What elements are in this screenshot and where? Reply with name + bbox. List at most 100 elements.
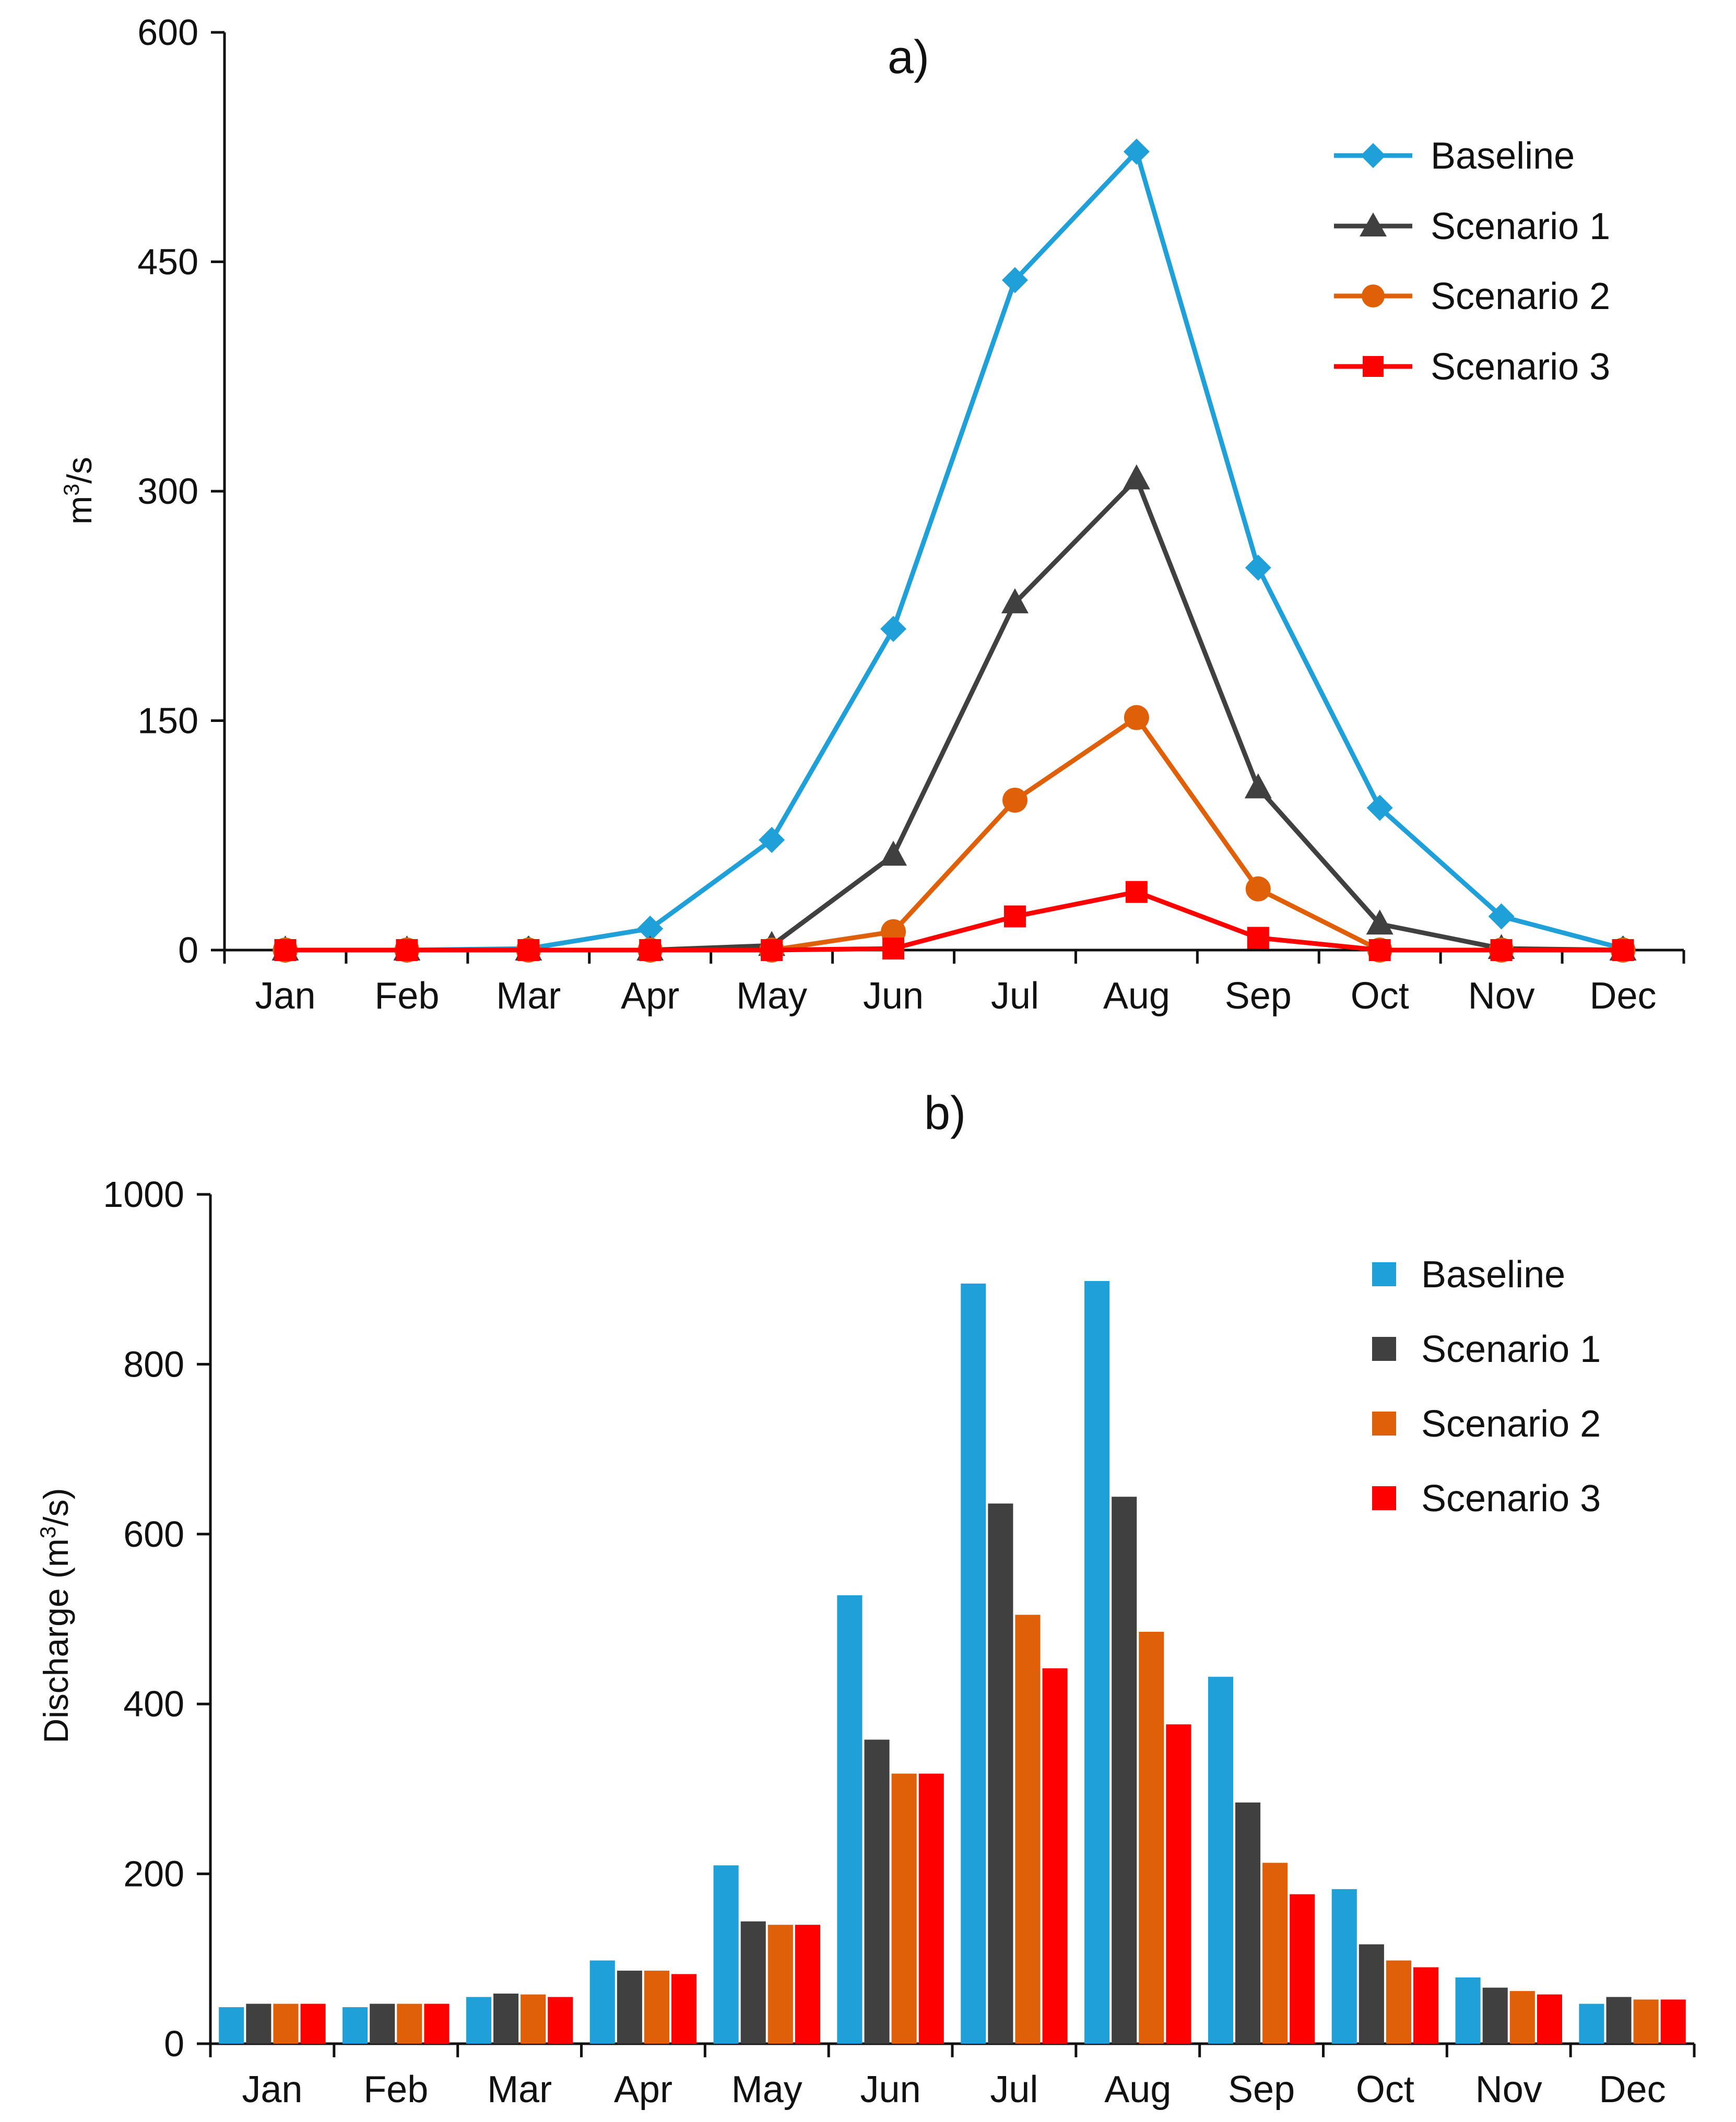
bar-baseline-dec [1579,2004,1604,2044]
x-tick-label-may: May [731,2069,802,2111]
point-baseline-nov [1488,903,1515,930]
panel-a-y-ticks: 0 150 300 450 600 [137,12,225,970]
legend-label-scenario-3: Scenario 3 [1421,1478,1601,1520]
bar-scenario-3-jul [1042,1668,1068,2044]
bar-scenario-1-aug [1112,1497,1137,2044]
bar-scenario-2-mar [521,1994,546,2044]
series-baseline [219,1281,1604,2044]
bar-scenario-1-nov [1482,1987,1508,2044]
y-tick-label: 450 [137,242,198,282]
series-scenario-3 [300,1668,1686,2044]
panel-a-title: a) [888,31,929,84]
point-scenario-3-jan [274,939,297,961]
panel-b-title: b) [924,1087,966,1140]
legend-label-scenario-1: Scenario 1 [1431,206,1610,247]
legend-label-scenario-2: Scenario 2 [1431,276,1610,317]
point-scenario-3-sep [1247,927,1269,949]
point-baseline-jul [1001,267,1028,293]
x-tick-label-feb: Feb [363,2069,428,2111]
bar-scenario-2-nov [1509,1991,1535,2044]
bar-baseline-may [713,1865,739,2044]
y-tick-label: 400 [123,1684,184,1724]
x-tick-label-aug: Aug [1103,975,1170,1017]
bar-scenario-1-mar [493,1994,519,2044]
series-scenario-1 [271,464,1637,961]
y-tick-label: 0 [178,930,198,970]
y-tick-label: 800 [123,1344,184,1384]
bar-scenario-3-jun [918,1773,944,2044]
bar-scenario-3-sep [1290,1894,1315,2044]
y-tick-label: 0 [164,2023,184,2064]
legend-label-scenario-2: Scenario 2 [1421,1403,1601,1445]
bar-baseline-jan [219,2007,244,2044]
line-baseline [285,149,1624,953]
legend-swatch-scenario-1 [1372,1337,1396,1361]
legend-item-scenario-2: Scenario 2 [1372,1403,1601,1445]
legend-item-baseline: Baseline [1334,135,1575,177]
y-tick-label: 300 [137,471,198,512]
x-tick-label-aug: Aug [1104,2069,1171,2111]
point-baseline-sep [1245,554,1271,581]
bar-scenario-1-jul [988,1503,1013,2044]
panel-b-legend: Baseline Scenario 1 Scenario 2 Scenario … [1372,1254,1601,1520]
point-scenario-1-oct [1366,909,1393,935]
y-tick-label: 1000 [103,1174,184,1215]
x-tick-label-jan: Jan [255,975,315,1017]
point-scenario-3-dec [1612,939,1634,961]
point-baseline-oct [1366,795,1393,821]
line-scenario-3 [285,890,1623,953]
bar-scenario-2-jun [891,1773,917,2044]
bar-scenario-2-apr [644,1971,670,2044]
bar-scenario-3-may [795,1925,820,2044]
bar-scenario-1-sep [1235,1802,1261,2044]
legend-label-scenario-1: Scenario 1 [1421,1329,1601,1370]
series-scenario-1 [246,1497,1632,2044]
bar-baseline-jun [837,1595,863,2044]
legend-item-baseline: Baseline [1372,1254,1565,1296]
point-baseline-jun [880,615,907,642]
x-tick-label-oct: Oct [1356,2069,1414,2111]
legend-circle-marker [1362,284,1385,307]
bar-scenario-2-aug [1139,1631,1164,2044]
point-scenario-2-jul [1002,787,1028,813]
panel-b-y-axis-title: Discharge (m3/s) [36,1488,75,1743]
bar-baseline-aug [1084,1281,1110,2044]
bar-scenario-2-jan [273,2004,299,2044]
bar-chart-panel: b) Discharge (m3/s) 0 200 400 600 800 1000 Ja… [36,1087,1696,2111]
bar-scenario-1-jun [864,1739,890,2044]
x-tick-label-jun: Jun [863,975,924,1017]
point-scenario-3-oct [1368,939,1391,961]
bar-scenario-2-oct [1386,1960,1412,2044]
x-tick-label-jan: Jan [242,2069,302,2111]
legend-label-scenario-3: Scenario 3 [1431,346,1610,388]
point-scenario-1-jun [880,840,907,866]
panel-a-series [271,138,1637,963]
x-tick-label-feb: Feb [374,975,439,1017]
bar-scenario-3-aug [1166,1724,1191,2044]
series-scenario-2 [273,705,1636,963]
panel-a-x-ticks: Jan Feb Mar Apr May Jun Jul Aug Sep Oct Nov Dec [223,950,1685,1017]
panel-b-bars [219,1281,1686,2044]
bar-baseline-nov [1455,1977,1481,2044]
legend-item-scenario-1: Scenario 1 [1334,206,1610,247]
series-scenario-2 [273,1615,1659,2044]
point-scenario-3-aug [1125,881,1148,903]
legend-diamond-marker [1361,143,1386,168]
bar-scenario-1-may [740,1921,766,2044]
point-scenario-3-jun [882,938,905,960]
x-tick-label-jul: Jul [991,975,1039,1017]
legend-triangle-marker [1360,212,1387,236]
bar-scenario-3-apr [671,1974,697,2044]
x-tick-label-may: May [736,975,807,1017]
x-tick-label-mar: Mar [496,975,561,1017]
legend-item-scenario-3: Scenario 3 [1372,1478,1601,1520]
legend-label-baseline: Baseline [1421,1254,1565,1296]
x-tick-label-dec: Dec [1590,975,1657,1017]
bar-scenario-1-feb [370,2004,395,2044]
bar-scenario-2-jul [1015,1615,1041,2044]
y-tick-label: 600 [123,1514,184,1555]
point-baseline-aug [1123,138,1150,165]
panel-a-y-axis-title: m3/s [59,457,99,525]
